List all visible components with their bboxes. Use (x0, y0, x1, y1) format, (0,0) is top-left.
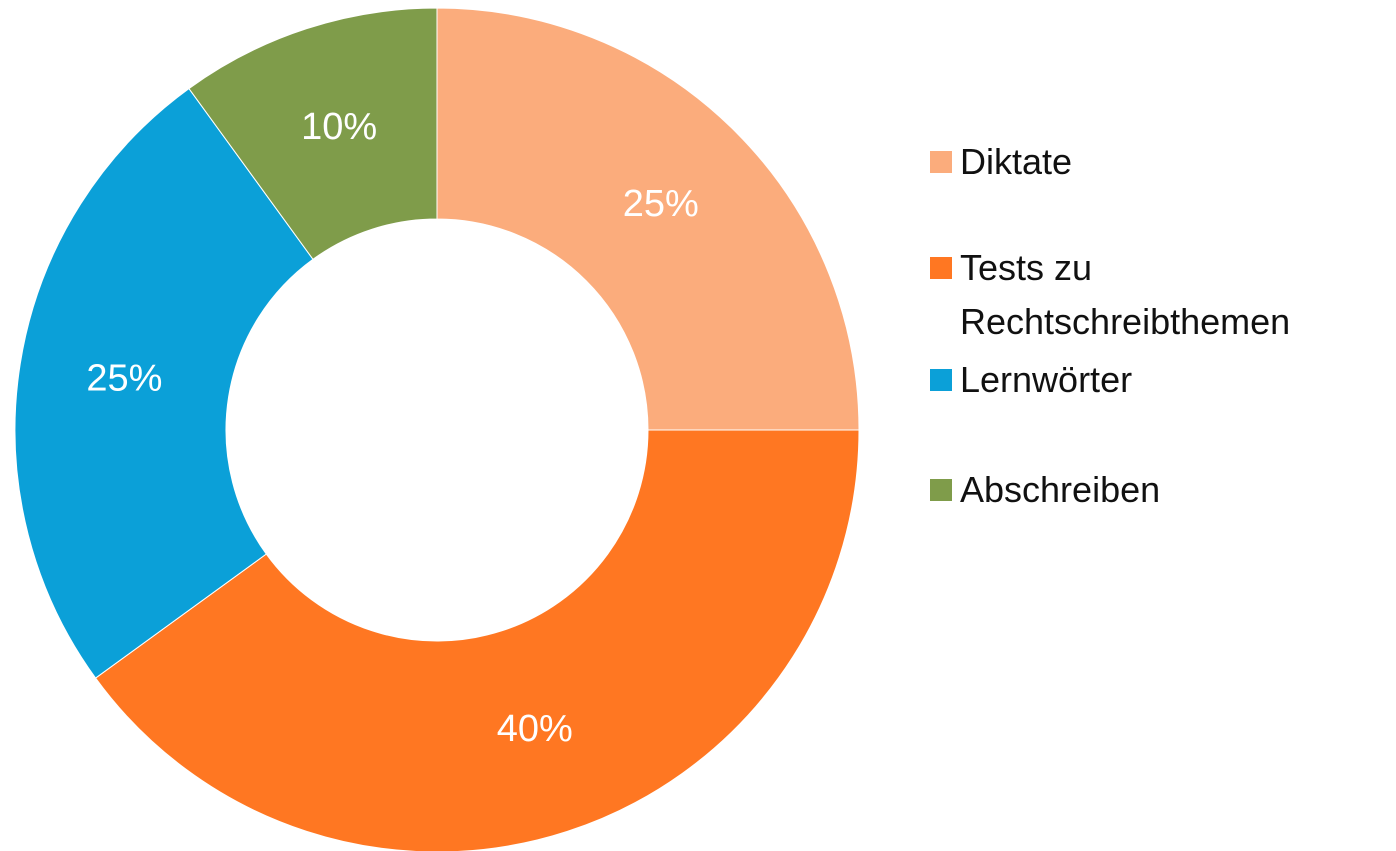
donut-slice (94, 429, 860, 851)
data-label: 40% (497, 708, 573, 750)
legend-item: Lernwörter (930, 353, 1390, 407)
legend-swatch (930, 151, 952, 173)
data-label: 25% (86, 358, 162, 400)
donut-slice (436, 7, 860, 431)
legend-item: Diktate (930, 135, 1390, 189)
legend-label: Lernwörter (960, 359, 1133, 400)
donut-slice (14, 87, 314, 679)
data-label: 25% (623, 183, 699, 225)
legend-swatch (930, 257, 952, 279)
legend-item: Tests zu Rechtschreibthemen (930, 241, 1390, 349)
donut-slice (188, 7, 438, 260)
legend-label: Tests zu Rechtschreibthemen (960, 247, 1291, 342)
legend-swatch (930, 479, 952, 501)
data-label: 10% (301, 106, 377, 148)
donut-plot: 25% 40% 25% 10% (14, 7, 860, 851)
legend-swatch (930, 369, 952, 391)
legend-item: Abschreiben (930, 463, 1390, 517)
legend-label: Abschreiben (960, 469, 1161, 510)
legend-label: Diktate (960, 141, 1073, 182)
